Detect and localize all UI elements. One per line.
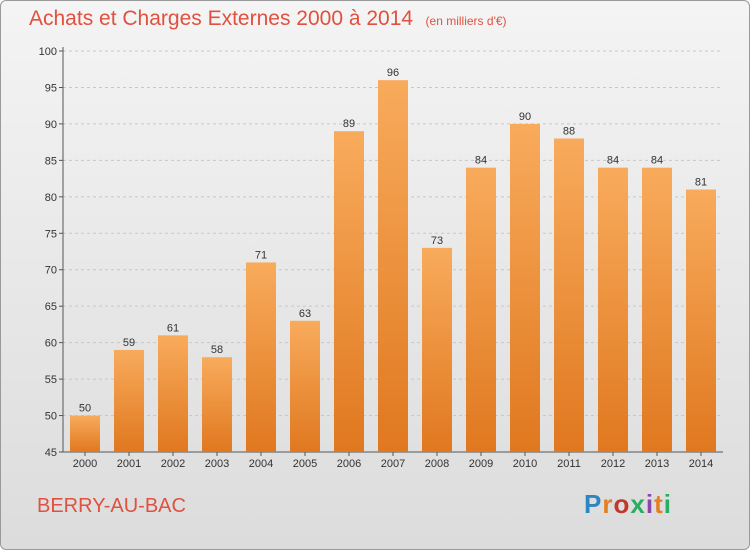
x-tick-label-2003: 2003 (205, 458, 229, 470)
chart-unit: (en milliers d'€) (425, 14, 507, 28)
y-tick-label: 85 (45, 155, 57, 167)
bars (70, 80, 716, 452)
y-tick-label: 95 (45, 82, 57, 94)
x-tick-label-2014: 2014 (689, 458, 713, 470)
x-tick-label-2009: 2009 (469, 458, 493, 470)
bar-2004 (246, 262, 276, 452)
bar-2008 (422, 247, 452, 452)
value-label-2004: 71 (255, 249, 267, 261)
bar-2002 (158, 335, 188, 452)
x-tick-label-2002: 2002 (161, 458, 185, 470)
value-label-2014: 81 (695, 177, 707, 189)
y-tick-label: 80 (45, 192, 57, 204)
x-tick-label-2005: 2005 (293, 458, 317, 470)
title-row: Achats et Charges Externes 2000 à 2014 (… (29, 7, 507, 31)
bar-2007 (378, 80, 408, 452)
bar-2010 (510, 123, 540, 452)
chart-title: Achats et Charges Externes 2000 à 2014 (29, 7, 414, 30)
y-tick-label: 60 (45, 338, 57, 350)
x-tick-label-2001: 2001 (117, 458, 141, 470)
proxiti-logo[interactable]: Proxiti (584, 489, 672, 519)
bar-2000 (70, 415, 100, 452)
x-tick-label-2006: 2006 (337, 458, 361, 470)
y-tick-label: 70 (45, 265, 57, 277)
x-tick-label-2013: 2013 (645, 458, 669, 470)
value-label-2009: 84 (475, 155, 487, 167)
x-tick-label-2000: 2000 (73, 458, 97, 470)
y-tick-label: 65 (45, 301, 57, 313)
bar-2011 (554, 138, 584, 452)
value-label-2002: 61 (167, 322, 179, 334)
y-tick-label: 90 (45, 119, 57, 131)
y-tick-label: 45 (45, 447, 57, 459)
y-tick-label: 100 (39, 46, 57, 58)
x-tick-label-2010: 2010 (513, 458, 537, 470)
value-label-2012: 84 (607, 155, 619, 167)
value-label-2006: 89 (343, 118, 355, 130)
value-label-2001: 59 (123, 337, 135, 349)
y-tick-label: 55 (45, 374, 57, 386)
bar-2009 (466, 167, 496, 452)
value-label-2007: 96 (387, 67, 399, 79)
bar-2014 (686, 189, 716, 452)
value-label-2008: 73 (431, 235, 443, 247)
labels: 50 59 61 58 71 63 89 96 73 84 90 88 84 84 81 (79, 67, 707, 414)
value-label-2000: 50 (79, 403, 91, 415)
bar-2006 (334, 131, 364, 452)
bar-2001 (114, 349, 144, 452)
bar-2012 (598, 167, 628, 452)
x-tick-label-2012: 2012 (601, 458, 625, 470)
x-tick-label-2008: 2008 (425, 458, 449, 470)
value-label-2010: 90 (519, 111, 531, 123)
bar-2005 (290, 320, 320, 452)
x-tick-label-2004: 2004 (249, 458, 273, 470)
x-tick-label-2011: 2011 (557, 458, 581, 470)
value-label-2013: 84 (651, 155, 663, 167)
value-label-2003: 58 (211, 344, 223, 356)
commune-name: BERRY-AU-BAC (37, 495, 186, 517)
value-label-2011: 88 (563, 125, 575, 137)
bar-2013 (642, 167, 672, 452)
y-tick-label: 50 (45, 411, 57, 423)
bar-2003 (202, 357, 232, 452)
value-label-2005: 63 (299, 308, 311, 320)
x-tick-label-2007: 2007 (381, 458, 405, 470)
y-tick-label: 75 (45, 228, 57, 240)
